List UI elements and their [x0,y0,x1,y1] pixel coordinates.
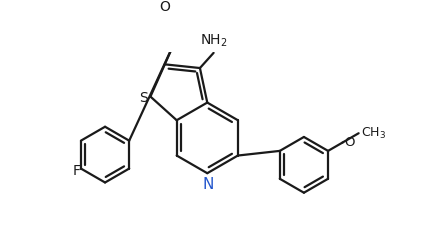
Text: O: O [344,136,355,149]
Text: S: S [139,91,148,105]
Text: NH$_2$: NH$_2$ [200,33,227,49]
Text: N: N [203,177,214,192]
Text: CH$_3$: CH$_3$ [362,126,387,141]
Text: O: O [160,0,171,14]
Text: F: F [73,164,81,178]
